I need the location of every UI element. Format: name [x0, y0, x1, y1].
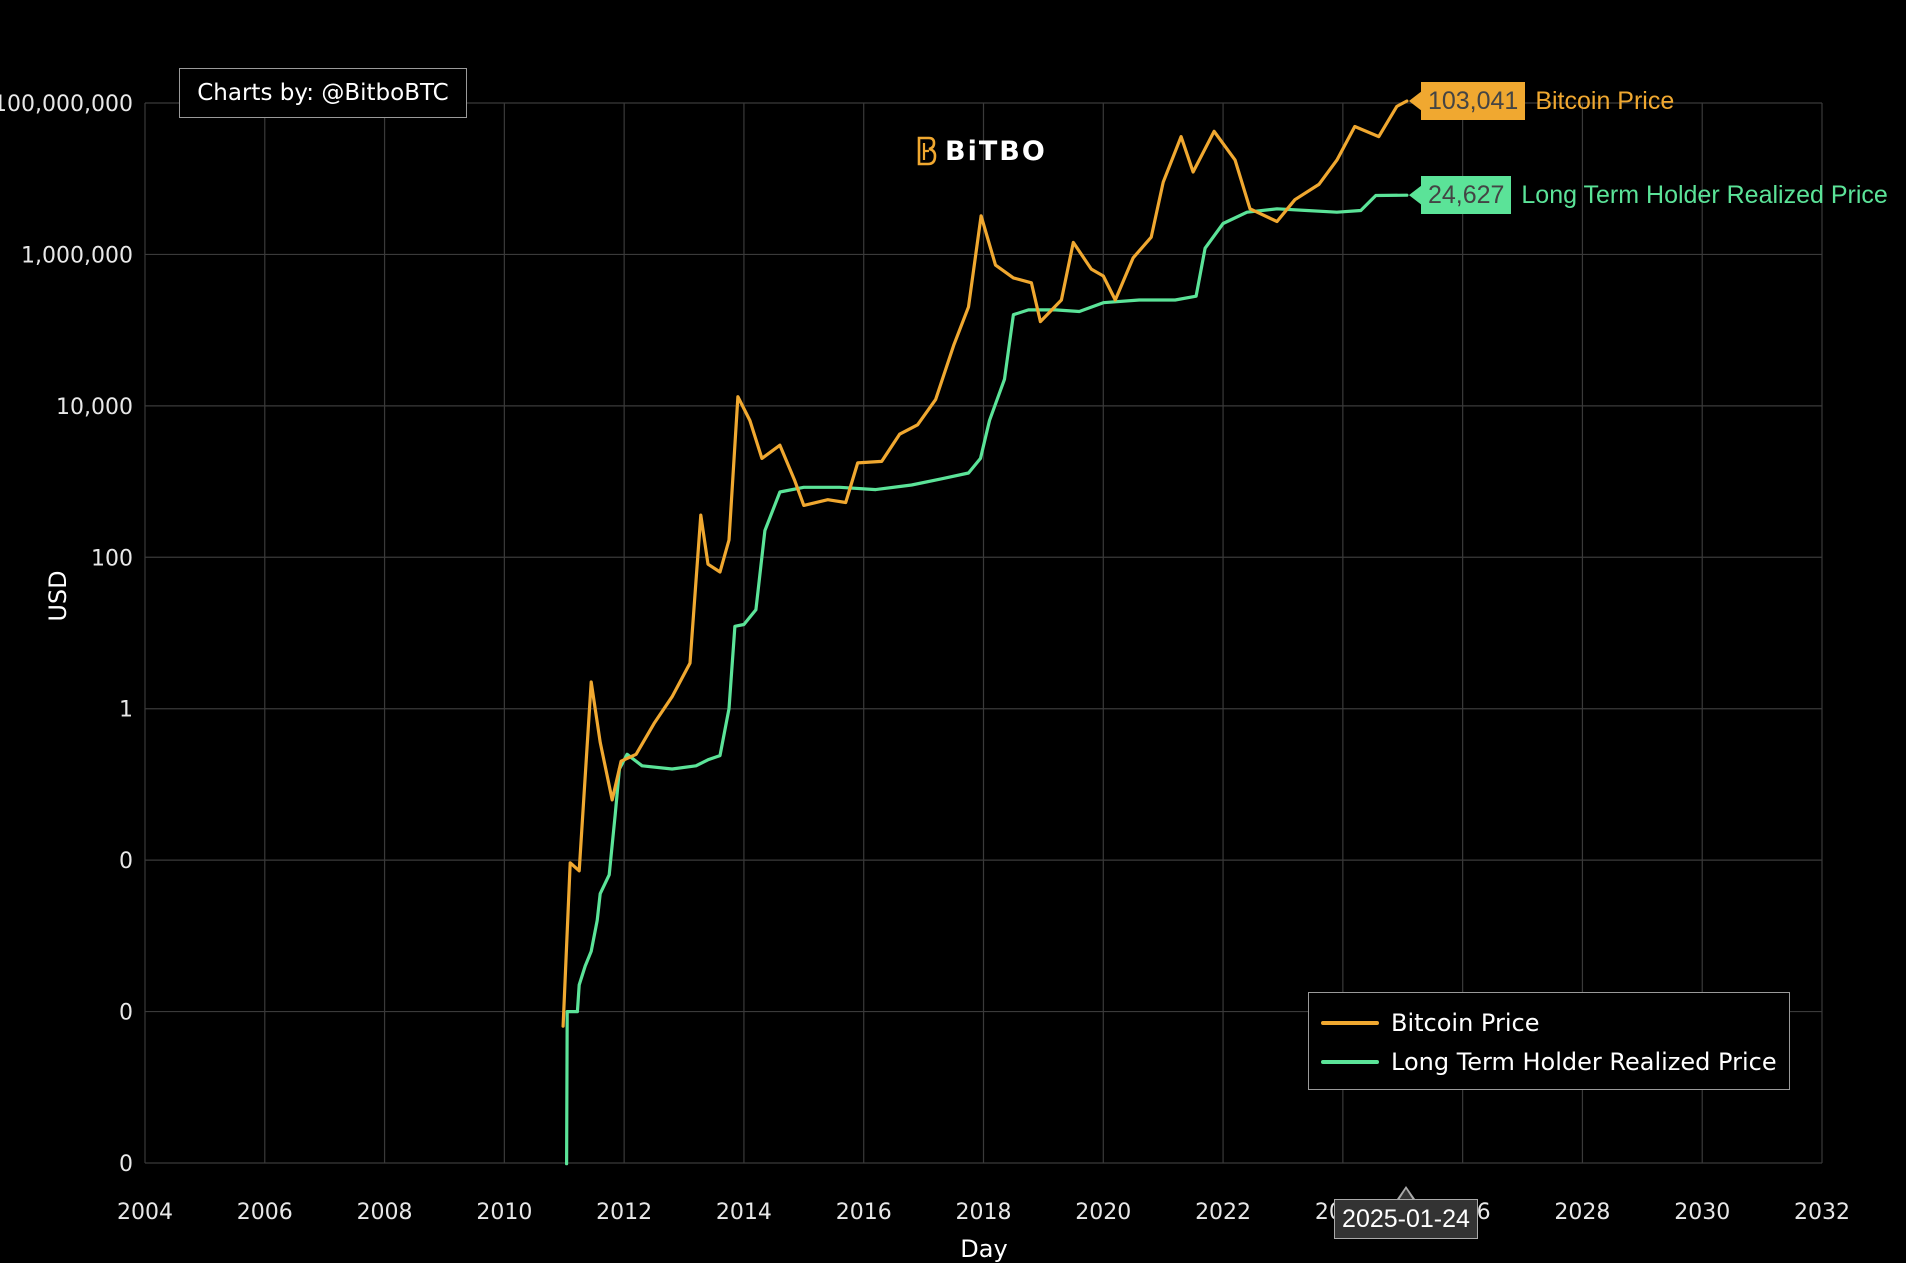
y-tick-2: 0 — [119, 849, 133, 874]
lthrp-end-value: 24,627 — [1420, 176, 1512, 215]
y-axis-title: USD — [44, 570, 72, 621]
hover-date-arrow-inner — [1399, 1189, 1413, 1200]
x-tick-2014: 2014 — [716, 1200, 772, 1225]
x-tick-2012: 2012 — [596, 1200, 652, 1225]
x-tick-2028: 2028 — [1554, 1200, 1610, 1225]
legend-label-lthrp: Long Term Holder Realized Price — [1391, 1048, 1777, 1076]
y-tick-7: 100,000,000 — [0, 92, 133, 117]
bitbo-b-icon — [917, 136, 937, 166]
y-tick-6: 1,000,000 — [21, 243, 133, 268]
x-tick-2008: 2008 — [357, 1200, 413, 1225]
series-line-lth-realized-price — [565, 193, 1409, 1166]
price-end-name: Bitcoin Price — [1535, 86, 1675, 115]
hover-date-text: 2025-01-24 — [1342, 1204, 1470, 1233]
x-tick-2020: 2020 — [1075, 1200, 1131, 1225]
legend[interactable]: Bitcoin Price Long Term Holder Realized … — [1308, 992, 1790, 1090]
legend-label-price: Bitcoin Price — [1391, 1009, 1540, 1037]
x-tick-2030: 2030 — [1674, 1200, 1730, 1225]
credit-box: Charts by: @BitboBTC — [179, 68, 467, 118]
x-gridlines — [144, 103, 1823, 1163]
legend-item-price[interactable]: Bitcoin Price — [1321, 1009, 1539, 1037]
y-tick-1: 0 — [119, 1001, 133, 1026]
y-tick-5: 10,000 — [56, 395, 133, 420]
x-tick-2004: 2004 — [117, 1200, 173, 1225]
y-gridlines — [145, 102, 1822, 1164]
y-tick-labels: 0 0 0 1 100 10,000 1,000,000 100,000,000 — [0, 92, 133, 1177]
x-tick-2018: 2018 — [956, 1200, 1012, 1225]
y-tick-0: 0 — [119, 1152, 133, 1177]
y-tick-4: 100 — [91, 546, 133, 571]
lthrp-end-pointer — [1408, 185, 1422, 206]
lthrp-end-label: 24,627 Long Term Holder Realized Price — [1420, 176, 1888, 215]
x-axis-title: Day — [960, 1235, 1007, 1263]
price-end-label: 103,041 Bitcoin Price — [1420, 82, 1675, 121]
hover-date-tooltip: 2025-01-24 — [1334, 1199, 1478, 1239]
credit-text: Charts by: @BitboBTC — [197, 80, 449, 106]
y-tick-3: 1 — [119, 698, 133, 723]
lthrp-end-name: Long Term Holder Realized Price — [1521, 180, 1888, 209]
legend-item-lthrp[interactable]: Long Term Holder Realized Price — [1321, 1048, 1777, 1076]
price-end-value: 103,041 — [1420, 82, 1526, 121]
x-tick-2010: 2010 — [476, 1200, 532, 1225]
bitbo-logo: BiTBO — [915, 135, 1047, 167]
x-tick-2022: 2022 — [1195, 1200, 1251, 1225]
legend-swatch-price — [1321, 1021, 1379, 1025]
price-end-pointer — [1408, 91, 1422, 112]
x-tick-labels: 2004 2006 2008 2010 2012 2014 2016 2018 2020 2022… — [117, 1200, 1850, 1225]
x-tick-2032: 2032 — [1794, 1200, 1850, 1225]
legend-swatch-lthrp — [1321, 1060, 1379, 1064]
x-tick-2016: 2016 — [836, 1200, 892, 1225]
series-layer — [561, 91, 1422, 1166]
series-line-bitcoin-price — [561, 99, 1409, 1028]
x-tick-2006: 2006 — [237, 1200, 293, 1225]
logo-text: BiTBO — [945, 135, 1047, 167]
